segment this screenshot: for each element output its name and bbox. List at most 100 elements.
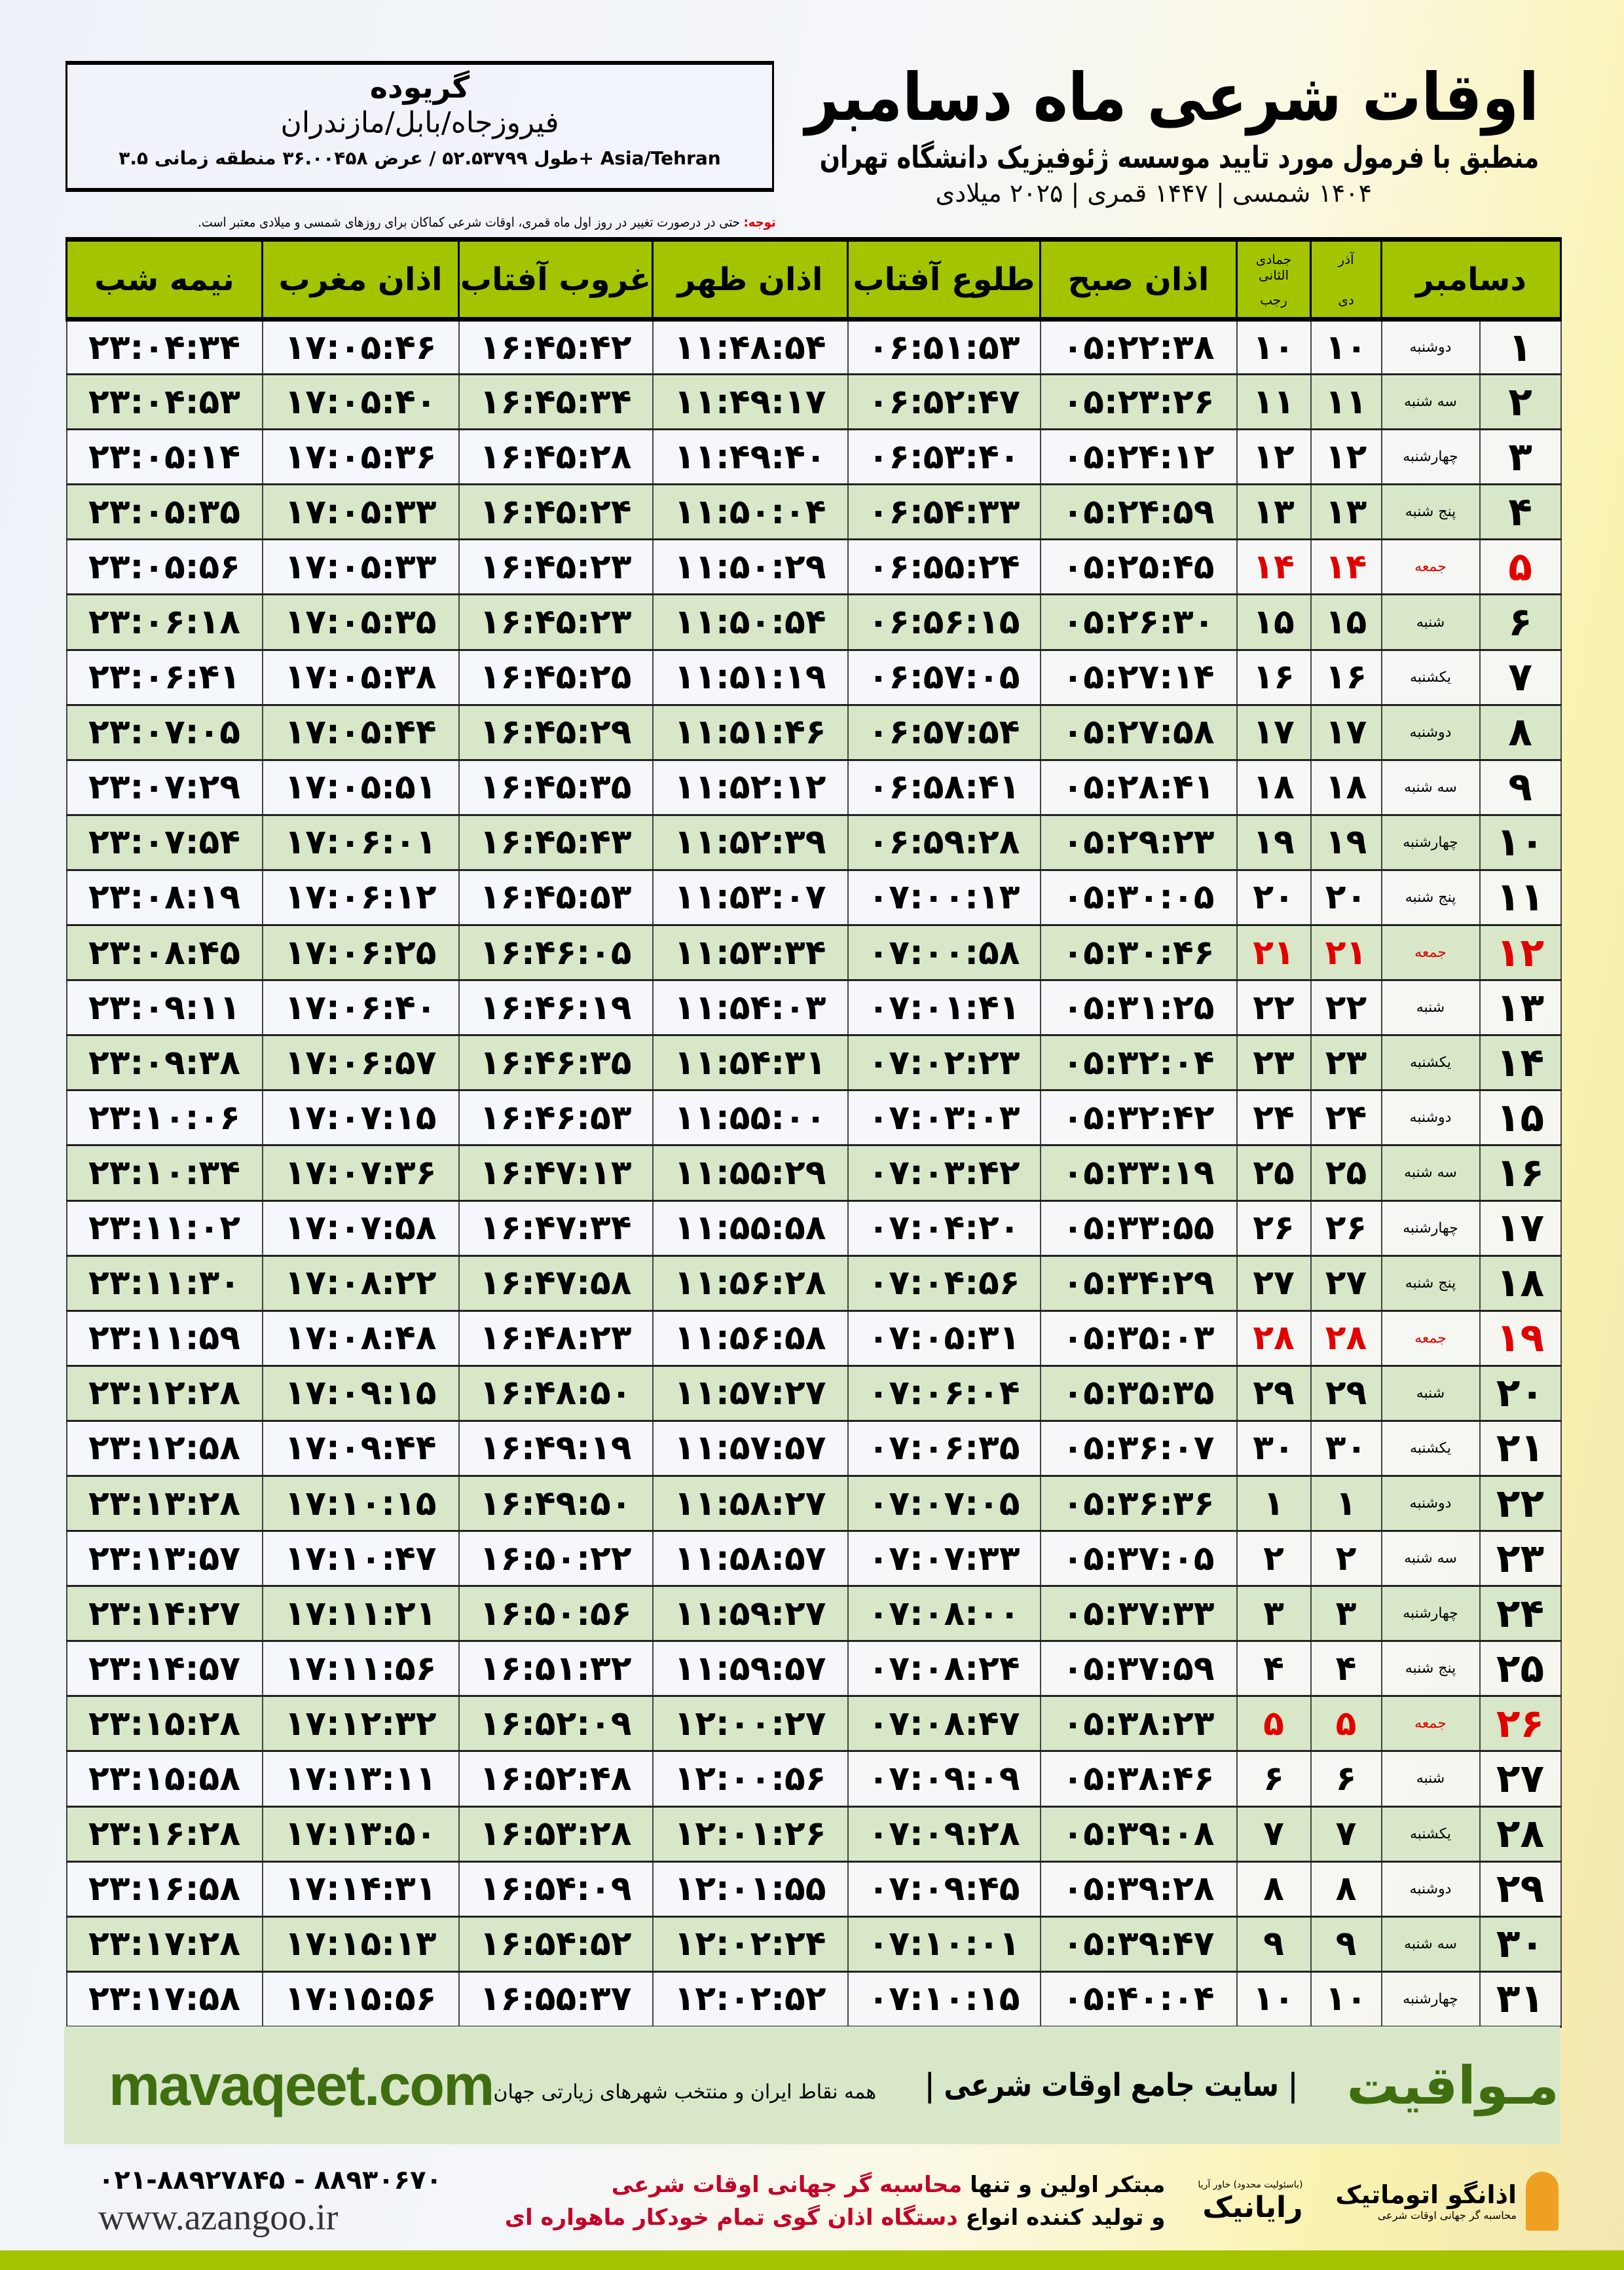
- location-box: گریوده فیروزجاه/بابل/مازندران طول ۵۲.۵۳۷…: [65, 61, 774, 192]
- cell-dhuhr: ۱۱:۵۷:۵۷: [652, 1419, 849, 1477]
- cell-rajab: ۲۴: [1236, 1089, 1312, 1147]
- cell-dhuhr: ۱۱:۵۳:۳۴: [652, 924, 849, 982]
- cell-rajab: ۲۸: [1236, 1309, 1312, 1367]
- cell-fajr: ۰۵:۳۵:۰۳: [1039, 1309, 1238, 1367]
- cell-fajr: ۰۵:۳۸:۲۳: [1039, 1695, 1238, 1753]
- table-row: ۱۵ دوشنبه ۲۴ ۲۴ ۰۵:۳۲:۴۲ ۰۷:۰۳:۰۳ ۱۱:۵۵:۰۰ ۱۶:۴…: [65, 1089, 1562, 1147]
- footer-banner: mavaqeet.com مـواقیت | سایت جامع اوقات ش…: [64, 2026, 1560, 2144]
- cell-fajr: ۰۵:۲۷:۱۴: [1039, 648, 1238, 706]
- cell-dey: ۱۹: [1310, 813, 1382, 871]
- page-title: اوقات شرعی ماه دسامبر: [805, 59, 1539, 136]
- cell-fajr: ۰۵:۲۸:۴۱: [1039, 758, 1238, 816]
- rayanik-logo: (باسئولیت محدود) خاور آریا رایانیک: [1198, 2179, 1302, 2224]
- cell-day: ۲۸: [1479, 1805, 1562, 1863]
- cell-maghrib: ۱۷:۰۵:۳۵: [261, 593, 460, 651]
- table-row: ۲۹ دوشنبه ۸ ۸ ۰۵:۳۹:۲۸ ۰۷:۰۹:۴۵ ۱۲:۰۱:۵۵ ۱۶:۵۴:…: [65, 1860, 1562, 1918]
- cell-sunrise: ۰۷:۰۶:۳۵: [847, 1419, 1041, 1477]
- cell-maghrib: ۱۷:۱۲:۳۲: [261, 1695, 460, 1753]
- cell-midnight: ۲۳:۱۱:۳۰: [65, 1254, 263, 1312]
- cell-midnight: ۲۳:۰۷:۵۴: [65, 813, 263, 871]
- cell-dhuhr: ۱۲:۰۱:۲۶: [652, 1805, 849, 1863]
- cell-rajab: ۸: [1236, 1860, 1312, 1918]
- cell-sunset: ۱۶:۴۹:۵۰: [458, 1474, 654, 1533]
- cell-midnight: ۲۳:۱۴:۵۷: [65, 1640, 263, 1698]
- cell-rajab: ۲۵: [1236, 1144, 1312, 1202]
- cell-sunrise: ۰۷:۰۴:۲۰: [847, 1199, 1041, 1257]
- cell-rajab: ۳۰: [1236, 1419, 1312, 1477]
- cell-weekday: چهارشنبه: [1380, 1970, 1481, 2028]
- cell-midnight: ۲۳:۱۰:۳۴: [65, 1144, 263, 1202]
- cell-day: ۲: [1479, 373, 1562, 431]
- cell-day: ۲۳: [1479, 1530, 1562, 1588]
- bottom-bar: [0, 2250, 1624, 2270]
- table-row: ۱۲ جمعه ۲۱ ۲۱ ۰۵:۳۰:۴۶ ۰۷:۰۰:۵۸ ۱۱:۵۳:۳۴ ۱۶:۴۶:…: [65, 924, 1562, 982]
- cell-midnight: ۲۳:۱۱:۰۲: [65, 1199, 263, 1257]
- cell-sunset: ۱۶:۴۹:۱۹: [458, 1419, 654, 1477]
- cell-sunset: ۱۶:۵۵:۳۷: [458, 1970, 654, 2028]
- cell-sunset: ۱۶:۴۵:۲۳: [458, 538, 654, 596]
- cell-rajab: ۱۷: [1236, 703, 1312, 761]
- cell-sunrise: ۰۷:۰۲:۲۳: [847, 1034, 1041, 1092]
- azangoo-name: اذانگو اتوماتیک: [1335, 2180, 1517, 2209]
- cell-fajr: ۰۵:۳۷:۰۵: [1039, 1530, 1238, 1588]
- cell-sunrise: ۰۶:۵۳:۴۰: [847, 428, 1041, 486]
- cell-sunrise: ۰۷:۰۹:۰۹: [847, 1750, 1041, 1808]
- cell-maghrib: ۱۷:۰۵:۳۳: [261, 483, 460, 541]
- cell-maghrib: ۱۷:۰۵:۳۸: [261, 648, 460, 706]
- cell-midnight: ۲۳:۱۲:۵۸: [65, 1419, 263, 1477]
- cell-dhuhr: ۱۱:۵۸:۵۷: [652, 1530, 849, 1588]
- cell-sunset: ۱۶:۵۴:۰۹: [458, 1860, 654, 1918]
- region-name: فیروزجاه/بابل/مازندران: [280, 106, 559, 140]
- promo-line1: مبتکر اولین و تنها: [962, 2172, 1166, 2198]
- cell-weekday: جمعه: [1380, 538, 1481, 596]
- cell-maghrib: ۱۷:۱۵:۵۶: [261, 1970, 460, 2028]
- cell-rajab: ۲۱: [1236, 924, 1312, 982]
- table-row: ۲۶ جمعه ۵ ۵ ۰۵:۳۸:۲۳ ۰۷:۰۸:۴۷ ۱۲:۰۰:۲۷ ۱۶:۵۲:۰۹…: [65, 1695, 1562, 1753]
- table-row: ۳۰ سه شنبه ۹ ۹ ۰۵:۳۹:۴۷ ۰۷:۱۰:۰۱ ۱۲:۰۲:۲۴ ۱۶:۵۴…: [65, 1915, 1562, 1973]
- cell-dhuhr: ۱۱:۵۴:۰۳: [652, 979, 849, 1037]
- table-row: ۸ دوشنبه ۱۷ ۱۷ ۰۵:۲۷:۵۸ ۰۶:۵۷:۵۴ ۱۱:۵۱:۴۶ ۱۶:۴۵…: [65, 703, 1562, 761]
- cell-maghrib: ۱۷:۰۸:۴۸: [261, 1309, 460, 1367]
- cell-rajab: ۲۹: [1236, 1364, 1312, 1422]
- cell-day: ۸: [1479, 703, 1562, 761]
- table-header: دسامبر آذر دی جمادی الثانی رجب اذان صبح طل…: [65, 237, 1562, 322]
- cell-dey: ۱۵: [1310, 593, 1382, 651]
- azangoo-url[interactable]: www.azangoo.ir: [98, 2197, 339, 2238]
- cell-midnight: ۲۳:۱۲:۲۸: [65, 1364, 263, 1422]
- cell-dey: ۲۳: [1310, 1034, 1382, 1092]
- header-month: دسامبر: [1380, 237, 1562, 322]
- cell-maghrib: ۱۷:۰۶:۱۲: [261, 868, 460, 927]
- cell-day: ۲۴: [1479, 1585, 1562, 1643]
- cell-weekday: شنبه: [1380, 1364, 1481, 1422]
- cell-dhuhr: ۱۱:۵۶:۲۸: [652, 1254, 849, 1312]
- cell-sunset: ۱۶:۴۵:۲۹: [458, 703, 654, 761]
- cell-sunset: ۱۶:۵۰:۵۶: [458, 1585, 654, 1643]
- cell-midnight: ۲۳:۰۶:۱۸: [65, 593, 263, 651]
- site-url[interactable]: mavaqeet.com: [109, 2053, 494, 2117]
- cell-day: ۱۹: [1479, 1309, 1562, 1367]
- cell-maghrib: ۱۷:۱۵:۱۳: [261, 1915, 460, 1973]
- cell-fajr: ۰۵:۳۷:۵۹: [1039, 1640, 1238, 1698]
- promo-text: مبتکر اولین و تنها محاسبه گر جهانی اوقات…: [475, 2168, 1166, 2234]
- cell-dhuhr: ۱۲:۰۲:۲۴: [652, 1915, 849, 1973]
- cell-midnight: ۲۳:۰۴:۳۴: [65, 318, 263, 376]
- cell-rajab: ۱۲: [1236, 428, 1312, 486]
- cell-dhuhr: ۱۱:۵۴:۳۱: [652, 1034, 849, 1092]
- cell-maghrib: ۱۷:۰۶:۰۱: [261, 813, 460, 871]
- cell-weekday: سه شنبه: [1380, 1144, 1481, 1202]
- cell-sunset: ۱۶:۵۱:۳۲: [458, 1640, 654, 1698]
- table-row: ۴ پنج شنبه ۱۳ ۱۳ ۰۵:۲۴:۵۹ ۰۶:۵۴:۳۳ ۱۱:۵۰:۰۴ ۱۶:…: [65, 483, 1562, 541]
- cell-fajr: ۰۵:۲۹:۲۳: [1039, 813, 1238, 871]
- cell-sunset: ۱۶:۴۷:۱۳: [458, 1144, 654, 1202]
- cell-sunset: ۱۶:۴۵:۴۲: [458, 318, 654, 376]
- cell-sunset: ۱۶:۵۴:۵۲: [458, 1915, 654, 1973]
- cell-weekday: شنبه: [1380, 593, 1481, 651]
- cell-sunrise: ۰۶:۵۱:۵۳: [847, 318, 1041, 376]
- cell-sunrise: ۰۷:۰۵:۳۱: [847, 1309, 1041, 1367]
- table-row: ۷ یکشنبه ۱۶ ۱۶ ۰۵:۲۷:۱۴ ۰۶:۵۷:۰۵ ۱۱:۵۱:۱۹ ۱۶:۴۵…: [65, 648, 1562, 706]
- cell-rajab: ۲۲: [1236, 979, 1312, 1037]
- cell-sunset: ۱۶:۴۶:۱۹: [458, 979, 654, 1037]
- cell-rajab: ۱۳: [1236, 483, 1312, 541]
- cell-sunset: ۱۶:۴۷:۵۸: [458, 1254, 654, 1312]
- cell-rajab: ۳: [1236, 1585, 1312, 1643]
